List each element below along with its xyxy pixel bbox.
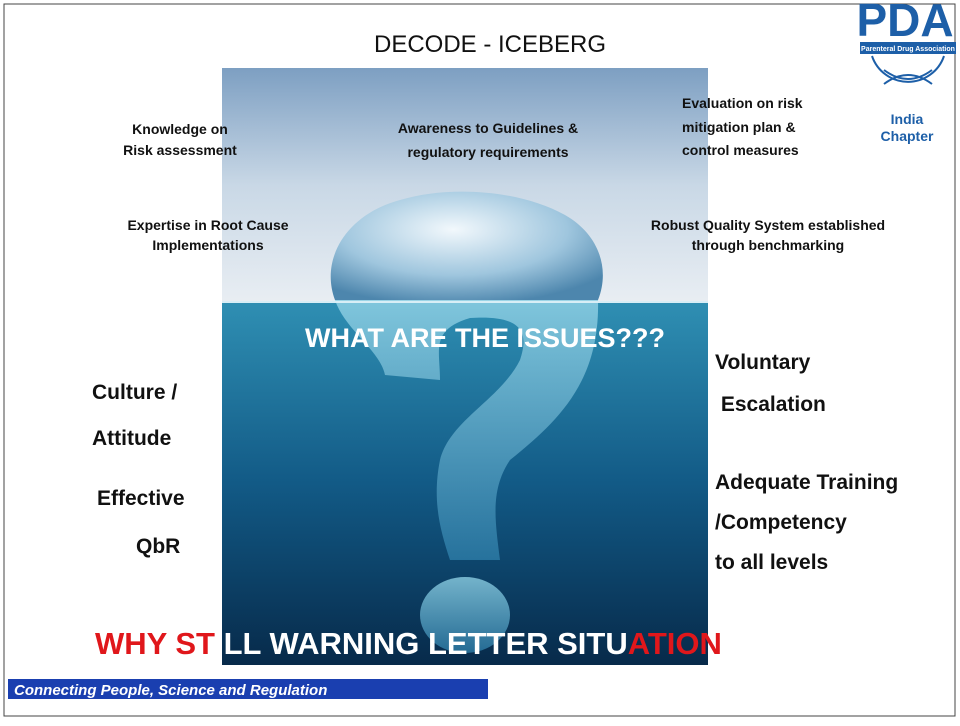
slide: DECODE - ICEBERG PDA Parenteral Drug Ass… <box>0 0 960 721</box>
label: Implementations <box>152 237 263 253</box>
label: Knowledge on <box>132 121 228 137</box>
label: Evaluation on risk <box>682 95 803 111</box>
label: /Competency <box>715 511 847 534</box>
label: to all levels <box>715 551 828 574</box>
label: Expertise in Root Cause <box>127 217 288 233</box>
logo-subtitle: Parenteral Drug Association <box>861 46 955 53</box>
label: control measures <box>682 142 799 158</box>
label: Escalation <box>715 393 826 416</box>
headline-part: WHY ST <box>95 626 215 661</box>
label: Adequate Training <box>715 471 898 494</box>
slide-title: DECODE - ICEBERG <box>374 31 606 58</box>
label: QbR <box>136 535 180 558</box>
headline-part: ILL WARNING LETTER SITU <box>215 626 628 661</box>
label: Risk assessment <box>123 142 237 158</box>
label: Culture / <box>92 381 177 404</box>
label: through benchmarking <box>692 237 844 253</box>
label: Attitude <box>92 427 171 450</box>
logo-chapter: Chapter <box>881 128 934 144</box>
label: Effective <box>97 487 185 510</box>
footer: Connecting People, Science and Regulatio… <box>14 682 327 699</box>
logo-chapter: India <box>891 111 924 127</box>
label: mitigation plan & <box>682 119 796 135</box>
label: Awareness to Guidelines & <box>398 120 578 136</box>
headline: WHY STILL WARNING LETTER SITUATION <box>95 626 722 661</box>
label: regulatory requirements <box>407 144 568 160</box>
logo-name: PDA <box>856 0 953 46</box>
question: WHAT ARE THE ISSUES??? <box>305 323 665 353</box>
label: Robust Quality System established <box>651 217 885 233</box>
label: Voluntary <box>715 351 811 374</box>
headline-part: ATION <box>628 626 722 661</box>
